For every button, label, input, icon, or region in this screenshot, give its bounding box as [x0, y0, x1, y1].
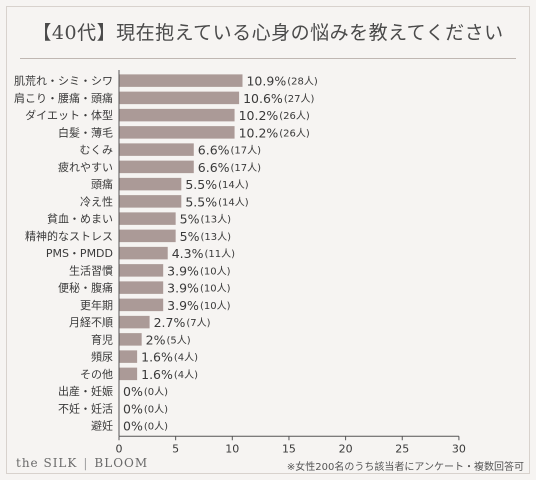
- count-label: (4人): [174, 369, 198, 381]
- brand-separator: |: [83, 456, 89, 470]
- bar: [119, 91, 240, 105]
- category-label: 肩こり・腰痛・頭痛: [14, 91, 113, 105]
- count-label: (28人): [287, 76, 318, 88]
- value-label: 3.9%: [167, 281, 199, 296]
- value-label: 4.3%: [172, 246, 204, 261]
- value-label: 0%: [123, 419, 143, 434]
- value-label: 3.9%: [167, 298, 199, 313]
- category-label: その他: [80, 368, 113, 381]
- value-label: 6.6%: [198, 160, 230, 175]
- category-label: 生活習慣: [69, 263, 113, 277]
- value-label: 5%: [180, 229, 200, 244]
- bar: [119, 143, 194, 156]
- x-tick-label: 30: [452, 442, 466, 455]
- count-label: (0人): [144, 421, 168, 433]
- x-tick-label: 15: [282, 442, 296, 455]
- value-label: 5.5%: [185, 177, 217, 192]
- category-label: 肌荒れ・シミ・シワ: [14, 75, 113, 88]
- value-label: 2%: [146, 332, 166, 347]
- brand-name-left: the SILK: [16, 456, 78, 470]
- category-label: 貧血・めまい: [47, 212, 113, 226]
- count-label: (11人): [204, 248, 235, 260]
- brand-name-right: BLOOM: [94, 456, 149, 470]
- bar: [119, 74, 243, 87]
- value-label: 5%: [180, 212, 200, 227]
- bar: [119, 264, 164, 277]
- count-label: (4人): [174, 352, 198, 364]
- bar: [119, 126, 235, 139]
- x-tick-label: 5: [172, 442, 179, 455]
- value-label: 10.6%: [243, 91, 283, 106]
- count-label: (17人): [231, 145, 262, 157]
- value-label: 0%: [123, 384, 143, 399]
- x-tick-label: 0: [116, 442, 123, 455]
- value-label: 2.7%: [154, 315, 186, 330]
- count-label: (14人): [218, 196, 249, 208]
- count-label: (13人): [200, 231, 231, 243]
- category-label: 疲れやすい: [58, 160, 113, 174]
- bar: [119, 229, 176, 243]
- value-label: 3.9%: [167, 263, 199, 278]
- count-label: (26人): [279, 127, 310, 139]
- count-label: (14人): [218, 179, 249, 191]
- bar: [119, 281, 164, 294]
- count-label: (10人): [200, 300, 231, 312]
- category-label: 頭痛: [91, 177, 113, 191]
- category-label: 出産・妊娠: [58, 384, 113, 398]
- value-label: 10.9%: [246, 74, 286, 89]
- count-label: (0人): [144, 403, 168, 415]
- footnote: ※女性200名のうち該当者にアンケート・複数回答可: [286, 462, 524, 473]
- bar: [119, 160, 194, 174]
- value-label: 5.5%: [185, 194, 217, 209]
- count-label: (10人): [200, 265, 231, 277]
- category-label: 更年期: [80, 298, 113, 312]
- category-label: 不妊・妊活: [58, 401, 113, 415]
- bar: [119, 367, 138, 381]
- count-label: (17人): [231, 162, 262, 174]
- value-label: 1.6%: [141, 367, 173, 382]
- count-label: (27人): [284, 93, 315, 105]
- value-label: 10.2%: [239, 108, 279, 123]
- category-label: 育児: [91, 332, 113, 346]
- count-label: (26人): [279, 110, 310, 122]
- x-tick-label: 20: [339, 442, 353, 455]
- category-label: 精神的なストレス: [25, 229, 113, 243]
- category-label: ダイエット・体型: [25, 108, 113, 122]
- category-label: 冷え性: [80, 194, 113, 208]
- category-label: むくみ: [80, 144, 113, 157]
- value-label: 1.6%: [141, 350, 173, 365]
- value-label: 10.2%: [239, 125, 279, 140]
- title-divider: [20, 58, 516, 59]
- category-label: 避妊: [91, 419, 113, 433]
- bar: [119, 177, 182, 191]
- bar: [119, 350, 138, 363]
- category-label: 頻尿: [91, 350, 113, 364]
- x-tick-label: 25: [395, 442, 409, 455]
- bar: [119, 195, 182, 208]
- count-label: (13人): [200, 214, 231, 226]
- bar: [119, 212, 176, 225]
- bar: [119, 108, 235, 122]
- x-tick-label: 10: [225, 442, 239, 455]
- count-label: (7人): [186, 317, 210, 329]
- chart-frame: [6, 6, 530, 474]
- value-label: 0%: [123, 401, 143, 416]
- count-label: (5人): [167, 334, 191, 346]
- category-label: 白髪・薄毛: [58, 125, 113, 139]
- bar: [119, 333, 142, 346]
- brand-logo: the SILK | BLOOM: [16, 456, 148, 470]
- count-label: (10人): [200, 283, 231, 295]
- bar: [119, 315, 150, 329]
- value-label: 6.6%: [198, 143, 230, 158]
- category-label: 月経不順: [69, 316, 113, 329]
- bar: [119, 298, 164, 312]
- bar: [119, 246, 168, 260]
- count-label: (0人): [144, 386, 168, 398]
- category-label: PMS・PMDD: [46, 247, 113, 260]
- category-label: 便秘・腹痛: [58, 281, 113, 295]
- chart-title: 【40代】現在抱えている心身の悩みを教えてください: [32, 22, 504, 44]
